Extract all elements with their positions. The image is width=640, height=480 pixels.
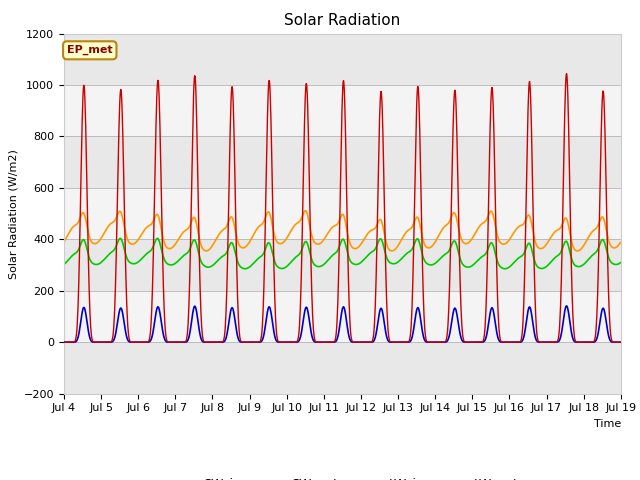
LW_in [616, 260, 624, 265]
LW_out [170, 243, 178, 249]
X-axis label: Time: Time [593, 419, 621, 429]
Bar [64, 291, 621, 342]
SW_in [616, 339, 624, 345]
LW_in [429, 262, 437, 267]
Bar [64, 342, 621, 394]
SW_in [429, 339, 436, 345]
LW_out [246, 238, 254, 243]
LW_in [171, 261, 179, 267]
SW_in [60, 339, 68, 345]
LW_out [502, 240, 510, 246]
Bar [64, 136, 621, 188]
SW_out [60, 339, 68, 345]
LW_out [616, 240, 624, 245]
SW_out [501, 339, 509, 345]
SW_in [184, 326, 191, 332]
Y-axis label: Solar Radiation (W/m2): Solar Radiation (W/m2) [8, 149, 18, 278]
LW_in [116, 236, 124, 241]
Line: SW_in: SW_in [64, 74, 620, 342]
LW_out [551, 229, 559, 235]
SW_out [246, 339, 254, 345]
Bar [64, 85, 621, 136]
LW_in [184, 249, 192, 255]
Text: EP_met: EP_met [67, 45, 113, 55]
Bar [64, 34, 621, 85]
SW_out [429, 339, 436, 345]
LW_out [429, 242, 437, 248]
LW_out [60, 239, 68, 245]
SW_out [550, 339, 558, 345]
SW_in [246, 339, 254, 345]
LW_out [301, 208, 309, 214]
SW_out [170, 339, 178, 345]
Line: LW_out: LW_out [64, 211, 620, 251]
LW_in [60, 262, 68, 267]
Legend: SW_in, SW_out, LW_in, LW_out: SW_in, SW_out, LW_in, LW_out [161, 472, 524, 480]
LW_in [502, 266, 510, 272]
LW_in [247, 263, 255, 269]
LW_in [551, 255, 559, 261]
LW_out [184, 226, 191, 232]
SW_out [184, 337, 191, 343]
SW_out [563, 303, 570, 309]
SW_in [550, 339, 558, 345]
Bar [64, 240, 621, 291]
SW_in [501, 339, 509, 345]
SW_out [616, 339, 624, 345]
Line: LW_in: LW_in [64, 239, 620, 269]
Title: Solar Radiation: Solar Radiation [284, 13, 401, 28]
Bar [64, 188, 621, 240]
SW_in [170, 339, 178, 345]
LW_in [241, 266, 249, 272]
LW_out [202, 248, 210, 254]
SW_in [563, 71, 570, 77]
Line: SW_out: SW_out [64, 306, 620, 342]
